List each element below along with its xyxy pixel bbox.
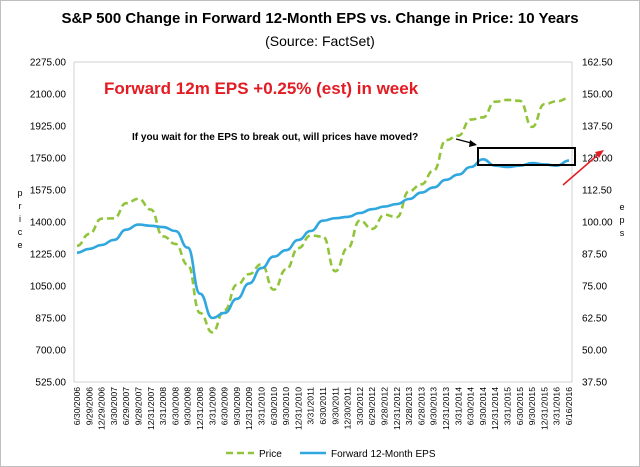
annotation-arrow-red: [562, 152, 601, 186]
y-axis-right-label: eps: [619, 202, 624, 238]
x-tick-label: 3/30/2007: [109, 387, 119, 425]
y-left-tick-label: 1400.00: [30, 218, 67, 229]
x-tick-label: 12/31/2012: [392, 387, 402, 430]
y-left-tick-label: 1575.00: [30, 186, 67, 197]
x-tick-label: 9/30/2009: [232, 387, 242, 425]
axis-label-char: e: [17, 240, 22, 250]
x-tick-label: 3/31/2016: [552, 387, 562, 425]
x-tick-label: 6/29/2012: [367, 387, 377, 425]
y-left-tick-label: 1225.00: [30, 250, 67, 261]
y-axis-right-tick-labels: 37.50 50.00 62.50 75.00 87.50 100.00 112.50 125…: [582, 58, 613, 389]
x-tick-label: 6/29/2007: [121, 387, 131, 425]
x-tick-label: 6/30/2010: [269, 387, 279, 425]
y-right-tick-label: 100.00: [582, 218, 613, 229]
x-tick-label: 12/30/2011: [343, 387, 353, 430]
y-right-tick-label: 62.50: [582, 314, 607, 325]
x-tick-label: 6/30/2006: [72, 387, 82, 425]
y-left-tick-label: 1925.00: [30, 122, 67, 133]
axis-label-char: e: [619, 202, 624, 212]
y-left-tick-label: 2100.00: [30, 90, 67, 101]
y-right-tick-label: 87.50: [582, 250, 607, 261]
y-left-tick-label: 1750.00: [30, 154, 67, 165]
x-tick-label: 9/29/2006: [84, 387, 94, 425]
x-tick-label: 6/30/2008: [170, 387, 180, 425]
chart-title: S&P 500 Change in Forward 12-Month EPS v…: [61, 10, 578, 27]
annotation-eps-week: Forward 12m EPS +0.25% (est) in week: [104, 79, 419, 98]
chart-subtitle: (Source: FactSet): [265, 33, 375, 49]
x-tick-label: 9/30/2011: [330, 387, 340, 425]
y-right-tick-label: 37.50: [582, 378, 607, 389]
x-tick-label: 12/31/2008: [195, 387, 205, 430]
x-tick-label: 12/31/2015: [539, 387, 549, 430]
y-right-tick-label: 150.00: [582, 90, 613, 101]
x-tick-label: 6/30/2009: [220, 387, 230, 425]
axis-label-char: p: [619, 215, 624, 225]
annotation-question: If you wait for the EPS to break out, wi…: [132, 132, 418, 143]
x-tick-label: 12/31/2009: [244, 387, 254, 430]
legend: Price Forward 12-Month EPS: [226, 449, 436, 460]
y-axis-left-label: price: [17, 188, 22, 250]
x-tick-label: 6/30/2014: [466, 387, 476, 425]
x-tick-label: 12/31/2007: [146, 387, 156, 430]
y-left-tick-label: 1050.00: [30, 282, 67, 293]
axis-label-char: i: [19, 214, 21, 224]
x-tick-label: 9/30/2014: [478, 387, 488, 425]
x-tick-label: 9/30/2010: [281, 387, 291, 425]
x-tick-label: 12/31/2010: [293, 387, 303, 430]
y-left-tick-label: 875.00: [35, 314, 66, 325]
x-tick-label: 9/28/2007: [134, 387, 144, 425]
x-tick-label: 3/31/2010: [257, 387, 267, 425]
x-tick-label: 3/31/2015: [503, 387, 513, 425]
y-right-tick-label: 112.50: [582, 186, 612, 197]
x-axis-tick-labels: 6/30/2006 9/29/2006 12/29/2006 3/30/2007 6/2…: [72, 387, 574, 430]
x-tick-label: 6/16/2016: [564, 387, 574, 425]
y-right-tick-label: 125.00: [582, 154, 613, 165]
series-line-price: [76, 96, 570, 334]
x-tick-label: 12/29/2006: [97, 387, 107, 430]
x-tick-label: 3/31/2008: [158, 387, 168, 425]
x-tick-label: 3/28/2013: [404, 387, 414, 425]
x-tick-label: 9/28/2012: [380, 387, 390, 425]
y-right-tick-label: 75.00: [582, 282, 607, 293]
series-line-forward-eps: [76, 157, 570, 320]
x-tick-label: 12/31/2014: [490, 387, 500, 430]
y-left-tick-label: 700.00: [35, 346, 66, 357]
x-tick-label: 9/30/2008: [183, 387, 193, 425]
y-right-tick-label: 50.00: [582, 346, 607, 357]
annotation-arrowhead-black: [469, 140, 477, 147]
y-right-tick-label: 162.50: [582, 58, 613, 69]
axis-label-char: p: [17, 188, 22, 198]
x-tick-label: 9/30/2015: [527, 387, 537, 425]
axis-label-char: c: [18, 227, 23, 237]
x-tick-label: 12/31/2013: [441, 387, 451, 430]
y-left-tick-label: 525.00: [35, 378, 66, 389]
y-axis-left-tick-labels: 525.00 700.00 875.00 1050.00 1225.00 1400.00 1…: [30, 58, 67, 389]
x-tick-label: 3/30/2012: [355, 387, 365, 425]
y-left-tick-label: 2275.00: [30, 58, 67, 69]
legend-label-price: Price: [259, 449, 282, 460]
x-tick-label: 3/31/2014: [453, 387, 463, 425]
y-right-tick-label: 137.50: [582, 122, 613, 133]
x-tick-label: 9/30/2013: [429, 387, 439, 425]
axis-label-char: s: [620, 228, 625, 238]
plot-area: [73, 61, 573, 383]
annotation-arrowhead-red: [595, 150, 604, 158]
legend-label-eps: Forward 12-Month EPS: [331, 449, 436, 460]
x-tick-label: 6/30/2015: [515, 387, 525, 425]
annotation-highlight-box: [477, 147, 576, 166]
x-tick-label: 3/31/2009: [207, 387, 217, 425]
axis-label-char: r: [19, 201, 22, 211]
x-tick-label: 6/28/2013: [416, 387, 426, 425]
x-tick-label: 6/30/2011: [318, 387, 328, 425]
x-tick-label: 3/31/2011: [306, 387, 316, 425]
